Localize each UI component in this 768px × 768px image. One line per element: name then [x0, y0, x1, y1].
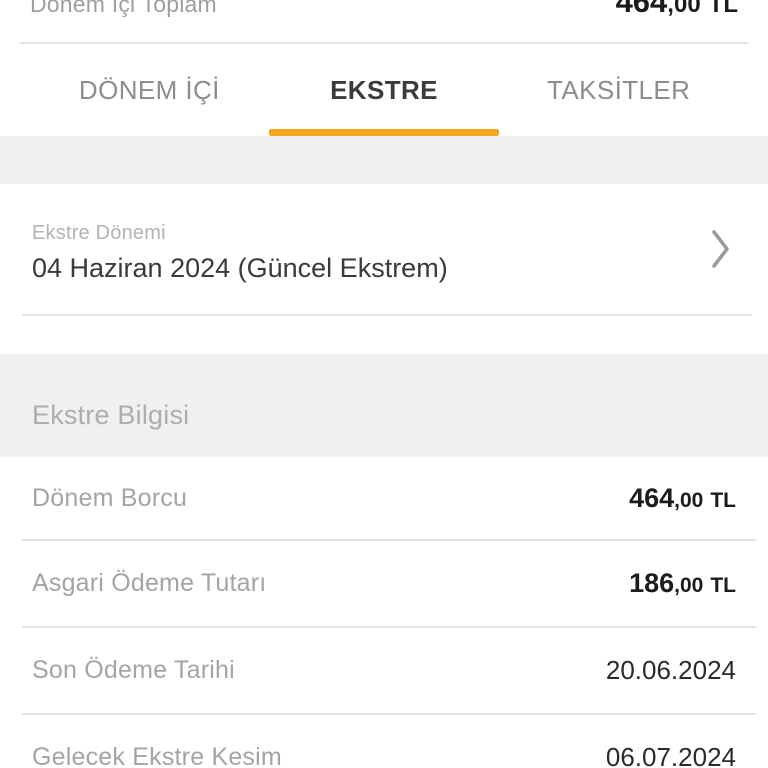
- row-asgari-odeme: Asgari Ödeme Tutarı 186,00 TL: [0, 541, 768, 626]
- statement-period-label: Ekstre Dönemi: [32, 222, 166, 244]
- divider: [22, 713, 756, 715]
- spacer: [0, 316, 768, 354]
- divider: [20, 42, 748, 44]
- period-total-value: 464,00 TL: [615, 0, 738, 19]
- divider: [22, 539, 756, 541]
- section-title: Ekstre Bilgisi: [32, 400, 190, 430]
- period-total-label: Dönem İçi Toplam: [30, 0, 217, 17]
- row-value: 186,00 TL: [629, 568, 736, 598]
- row-label: Asgari Ödeme Tutarı: [32, 569, 267, 597]
- row-value: 06.07.2024: [605, 742, 736, 768]
- row-value: 464,00 TL: [629, 482, 736, 513]
- active-tab-underline: [268, 129, 500, 136]
- tab-label: EKSTRE: [330, 74, 438, 105]
- tab-donem-ici[interactable]: DÖNEM İÇİ: [32, 44, 267, 136]
- section-gap: [0, 136, 768, 184]
- section-header: Ekstre Bilgisi: [0, 354, 768, 457]
- row-son-odeme-tarihi: Son Ödeme Tarihi 20.06.2024: [0, 628, 768, 713]
- row-gelecek-ekstre-kesim: Gelecek Ekstre Kesim 06.07.2024: [0, 715, 768, 768]
- tab-label: DÖNEM İÇİ: [78, 74, 220, 105]
- period-total-row: Dönem İçi Toplam 464,00 TL: [0, 0, 768, 42]
- divider: [22, 626, 756, 628]
- row-value: 20.06.2024: [605, 655, 736, 685]
- tab-ekstre[interactable]: EKSTRE: [267, 44, 502, 136]
- statement-period-value: 04 Haziran 2024 (Güncel Ekstrem): [32, 253, 448, 283]
- row-label: Son Ödeme Tarihi: [32, 656, 235, 684]
- chevron-right-icon: [712, 230, 729, 268]
- row-label: Gelecek Ekstre Kesim: [32, 743, 282, 768]
- divider: [22, 314, 752, 316]
- tab-taksitler[interactable]: TAKSİTLER: [501, 44, 736, 136]
- tab-label: TAKSİTLER: [547, 74, 691, 105]
- tab-bar: DÖNEM İÇİ EKSTRE TAKSİTLER: [0, 44, 768, 136]
- row-label: Dönem Borcu: [32, 483, 188, 512]
- statement-period-selector[interactable]: Ekstre Dönemi 04 Haziran 2024 (Güncel Ek…: [0, 184, 768, 314]
- row-donem-borcu: Dönem Borcu 464,00 TL: [0, 457, 768, 539]
